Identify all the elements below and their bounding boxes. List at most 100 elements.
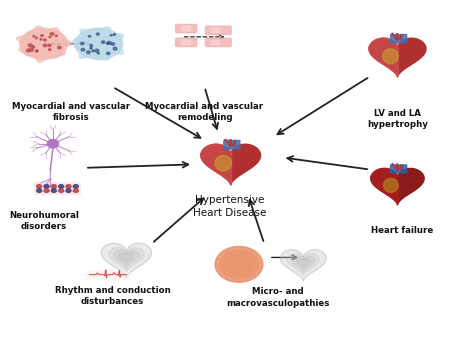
Circle shape [47, 139, 58, 148]
Circle shape [73, 184, 78, 188]
Text: LV and LA
hypertrophy: LV and LA hypertrophy [367, 109, 428, 129]
Polygon shape [287, 254, 319, 275]
Circle shape [36, 184, 42, 188]
Circle shape [87, 51, 90, 54]
Ellipse shape [215, 155, 231, 171]
Circle shape [66, 184, 71, 188]
Text: Neurohumoral
disorders: Neurohumoral disorders [9, 211, 79, 231]
Circle shape [95, 49, 99, 52]
Circle shape [66, 189, 71, 192]
Circle shape [81, 48, 85, 51]
Circle shape [36, 189, 42, 192]
Polygon shape [73, 27, 124, 60]
Polygon shape [369, 38, 426, 77]
Circle shape [33, 35, 35, 37]
FancyBboxPatch shape [205, 38, 231, 46]
Circle shape [113, 47, 117, 50]
Circle shape [30, 48, 34, 51]
Text: Heart failure: Heart failure [371, 226, 433, 235]
Circle shape [113, 34, 116, 35]
FancyBboxPatch shape [212, 28, 219, 33]
Circle shape [88, 35, 91, 37]
Polygon shape [369, 38, 398, 77]
Circle shape [92, 50, 94, 52]
Polygon shape [371, 169, 424, 204]
Circle shape [81, 42, 84, 45]
FancyArrowPatch shape [277, 78, 367, 134]
Circle shape [96, 33, 99, 35]
FancyBboxPatch shape [34, 182, 81, 195]
Circle shape [55, 35, 57, 37]
Ellipse shape [75, 28, 123, 59]
FancyBboxPatch shape [391, 165, 397, 173]
Circle shape [41, 35, 43, 37]
Polygon shape [119, 253, 134, 263]
FancyBboxPatch shape [230, 140, 236, 149]
FancyBboxPatch shape [402, 165, 407, 173]
Circle shape [49, 36, 51, 38]
Circle shape [50, 33, 54, 35]
FancyBboxPatch shape [402, 35, 407, 43]
FancyBboxPatch shape [175, 38, 197, 46]
Ellipse shape [20, 28, 68, 59]
FancyBboxPatch shape [182, 40, 190, 45]
Circle shape [225, 254, 253, 275]
Polygon shape [371, 169, 399, 204]
Circle shape [237, 263, 241, 266]
Circle shape [107, 43, 109, 44]
Ellipse shape [383, 49, 398, 64]
Polygon shape [201, 144, 261, 185]
FancyArrowPatch shape [184, 34, 223, 40]
Circle shape [111, 43, 115, 45]
Circle shape [90, 45, 92, 46]
Polygon shape [109, 247, 144, 272]
Circle shape [32, 46, 35, 48]
FancyArrowPatch shape [115, 88, 201, 138]
Circle shape [44, 189, 49, 192]
FancyBboxPatch shape [224, 140, 230, 149]
Circle shape [48, 44, 51, 47]
Circle shape [26, 49, 30, 52]
Circle shape [35, 37, 37, 39]
Text: Myocardial and vascular
remodeling: Myocardial and vascular remodeling [146, 102, 264, 122]
Circle shape [107, 52, 110, 55]
Text: Rhythm and conduction
disturbances: Rhythm and conduction disturbances [55, 286, 171, 306]
Circle shape [48, 49, 51, 51]
Circle shape [57, 46, 61, 49]
Circle shape [215, 246, 263, 282]
FancyArrowPatch shape [272, 255, 297, 260]
FancyBboxPatch shape [212, 40, 219, 45]
Circle shape [110, 35, 112, 36]
Circle shape [229, 257, 248, 272]
FancyBboxPatch shape [182, 26, 190, 31]
Circle shape [90, 47, 92, 49]
Circle shape [220, 250, 258, 279]
Circle shape [59, 184, 64, 188]
Polygon shape [201, 144, 232, 185]
FancyBboxPatch shape [397, 165, 402, 173]
FancyBboxPatch shape [205, 26, 231, 35]
FancyBboxPatch shape [397, 35, 402, 43]
Polygon shape [280, 250, 326, 281]
Circle shape [43, 44, 47, 47]
Text: Myocardial and vascular
fibrosis: Myocardial and vascular fibrosis [12, 102, 130, 122]
Polygon shape [114, 251, 139, 267]
Circle shape [234, 261, 244, 268]
Circle shape [101, 41, 105, 43]
Circle shape [40, 39, 42, 40]
Circle shape [59, 189, 64, 192]
FancyArrowPatch shape [287, 156, 367, 169]
FancyBboxPatch shape [391, 35, 397, 43]
Polygon shape [101, 243, 152, 277]
Text: Micro- and
macrovasculopathies: Micro- and macrovasculopathies [227, 288, 330, 308]
Circle shape [36, 51, 37, 52]
Polygon shape [296, 259, 310, 268]
Ellipse shape [383, 178, 398, 192]
FancyArrowPatch shape [88, 162, 188, 168]
Polygon shape [292, 256, 315, 272]
FancyArrowPatch shape [154, 199, 203, 242]
FancyBboxPatch shape [235, 140, 240, 149]
Circle shape [108, 42, 111, 44]
Circle shape [51, 189, 56, 192]
Circle shape [44, 39, 46, 41]
